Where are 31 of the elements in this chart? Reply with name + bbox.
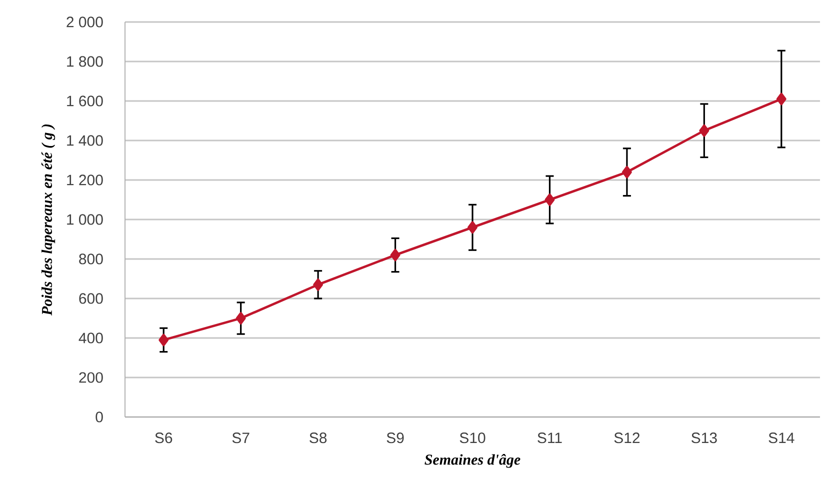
y-tick-label: 600 <box>79 293 103 304</box>
y-tick-label: 1 400 <box>67 135 103 146</box>
point <box>313 278 324 291</box>
point <box>468 221 478 234</box>
point <box>390 248 400 262</box>
x-tick-label: S10 <box>460 432 486 444</box>
x-tick-label: S12 <box>614 432 640 444</box>
x-tick-label: S7 <box>232 432 250 444</box>
y-tick-label: 0 <box>96 412 103 422</box>
y-axis-title: Poids des lapereaux en été ( g ) <box>41 124 56 316</box>
point <box>236 312 246 324</box>
x-tick-label: S13 <box>692 432 717 444</box>
x-axis-title: Semaines d'âge <box>424 454 520 468</box>
point <box>544 194 555 206</box>
y-tick-label: 1 200 <box>67 174 103 186</box>
point <box>158 334 169 346</box>
y-tick-label: 1 800 <box>67 56 103 67</box>
x-tick-label: S14 <box>768 432 794 444</box>
y-tick-label: 1 600 <box>67 96 103 106</box>
y-tick-label: 2 000 <box>66 16 103 28</box>
y-tick-label: 200 <box>79 372 103 383</box>
x-tick-label: S6 <box>155 432 172 444</box>
point <box>776 92 786 106</box>
y-tick-label: 400 <box>78 332 103 344</box>
x-tick-label: S8 <box>310 432 327 444</box>
point <box>699 124 710 137</box>
x-tick-label: S9 <box>386 432 404 444</box>
x-tick-label: S11 <box>538 432 562 444</box>
y-tick-label: 800 <box>79 254 103 264</box>
y-tick-label: 1 000 <box>67 214 103 225</box>
point <box>622 166 632 178</box>
